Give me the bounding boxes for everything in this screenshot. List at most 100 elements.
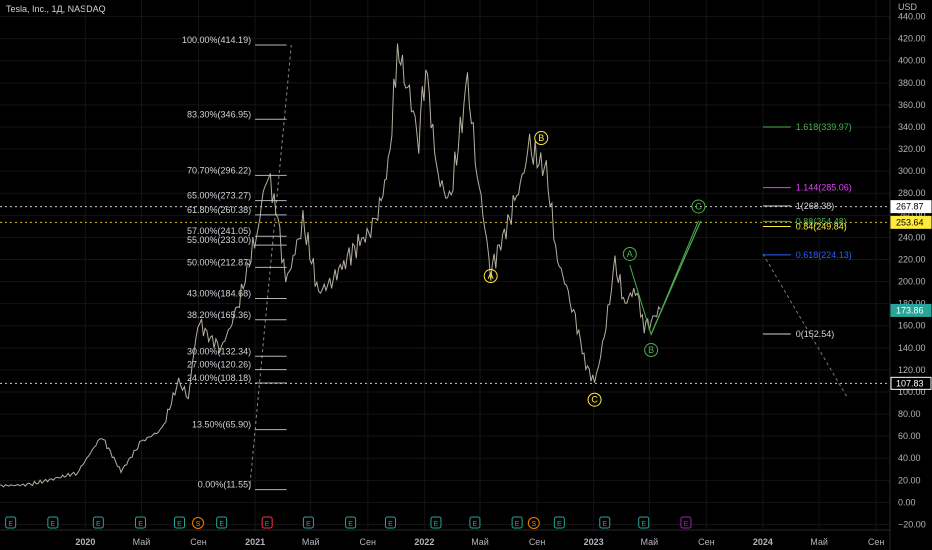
fib-level-label: 24.00%(108.18)	[187, 373, 251, 383]
wave-label-circle[interactable]	[587, 392, 602, 407]
event-marker-label: E	[177, 521, 182, 528]
split-marker[interactable]	[192, 517, 205, 529]
wave-label-circle[interactable]	[691, 199, 706, 214]
price-tag	[890, 376, 932, 390]
earnings-marker[interactable]	[92, 516, 104, 529]
y-tick-label: 20.00	[898, 475, 921, 485]
y-tick-label: 420.00	[898, 34, 926, 44]
fib-extension-label: 1.618(339.97)	[796, 122, 852, 132]
wave-label: C	[695, 201, 702, 211]
earnings-marker[interactable]	[216, 516, 228, 529]
event-marker-label: E	[473, 521, 478, 528]
y-tick-label: 360.00	[898, 100, 926, 110]
fib-level-label: 43.00%(184.68)	[187, 288, 251, 298]
fib-level-label: 100.00%(414.19)	[182, 35, 251, 45]
event-marker-label: E	[219, 521, 224, 528]
event-marker-label: E	[434, 521, 439, 528]
x-tick-label: 2021	[245, 537, 265, 547]
price-tag-label: 173.86	[896, 305, 924, 315]
fib-level-label: 27.00%(120.26)	[187, 360, 251, 370]
y-tick-label: 200.00	[898, 277, 926, 287]
x-tick-label: 2022	[414, 537, 434, 547]
fib-extension-label: 0.88(254.48)	[796, 216, 847, 226]
earnings-marker[interactable]	[173, 516, 185, 529]
earnings-marker[interactable]	[302, 516, 314, 529]
wave-label-circle[interactable]	[534, 131, 549, 146]
x-tick-label: Май	[640, 537, 658, 547]
earnings-marker[interactable]	[469, 516, 481, 529]
x-tick-label: Сен	[868, 537, 885, 547]
horizontal-lines[interactable]	[0, 206, 890, 384]
x-tick-label: Сен	[190, 537, 207, 547]
grid	[0, 0, 890, 530]
event-marker-label: E	[515, 521, 520, 528]
earnings-marker[interactable]	[47, 516, 59, 529]
fib-level-label: 61.80%(260.38)	[187, 205, 251, 215]
earnings-marker[interactable]	[511, 516, 523, 529]
y-tick-label: 240.00	[898, 232, 926, 242]
earnings-marker[interactable]	[261, 516, 273, 529]
price-series	[0, 43, 661, 488]
earnings-marker[interactable]	[345, 516, 357, 529]
fib-level-label: 13.50%(65.90)	[192, 420, 251, 430]
split-marker[interactable]	[527, 517, 540, 529]
wave-label: B	[648, 345, 654, 355]
projection[interactable]	[629, 220, 702, 337]
earnings-marker[interactable]	[430, 516, 442, 529]
fib-level-label: 65.00%(273.27)	[187, 191, 251, 201]
wave-label: A	[488, 271, 494, 281]
fib-extension-label: 1.144(285.06)	[796, 183, 852, 193]
x-axis[interactable]: 2020 Май Сен 2021 Май Сен 2022 Май Сен 2023 Май Сен…	[0, 529, 890, 547]
price-tag	[890, 303, 932, 317]
wave-label-circle[interactable]	[644, 343, 659, 358]
fib-extension-label: 0.618(224.13)	[796, 250, 852, 260]
y-tick-label: 340.00	[898, 122, 926, 132]
fib-extension-label: 1(268.38)	[796, 201, 835, 211]
earnings-marker[interactable]	[680, 516, 692, 529]
x-tick-label: 2020	[75, 537, 95, 547]
wave-label-circle[interactable]	[483, 269, 498, 284]
y-tick-label: 280.00	[898, 188, 926, 198]
event-marker-label: E	[602, 521, 607, 528]
y-tick-label: 300.00	[898, 166, 926, 176]
y-tick-label: 400.00	[898, 56, 926, 66]
event-marker-label: E	[388, 521, 393, 528]
y-tick-label: 220.00	[898, 254, 926, 264]
price-tag-label: 267.87	[896, 202, 924, 212]
y-tick-label: 80.00	[898, 409, 921, 419]
earnings-marker[interactable]	[135, 516, 147, 529]
y-tick-label: 260.00	[898, 210, 926, 220]
event-marker-label: E	[348, 521, 353, 528]
price-tag-label: 253.64	[896, 217, 924, 227]
fib-level-label: 55.00%(233.00)	[187, 235, 251, 245]
event-marker-label: S	[531, 521, 536, 528]
fib-level-label: 57.00%(241.05)	[187, 226, 251, 236]
fib-extension-label: 0.84(249.84)	[796, 222, 847, 232]
x-tick-label: Сен	[529, 537, 546, 547]
y-tick-label: 320.00	[898, 144, 926, 154]
earnings-marker[interactable]	[638, 516, 650, 529]
event-marker-label: E	[306, 521, 311, 528]
price-tag-label: 107.83	[896, 378, 924, 388]
event-marker-label: E	[641, 521, 646, 528]
earnings-marker[interactable]	[5, 516, 17, 529]
fib-extension-trend	[762, 253, 848, 398]
y-tick-label: 140.00	[898, 343, 926, 353]
wave-labels[interactable]: A B C A B C	[483, 131, 706, 407]
fib-level-label: 0.00%(11.55)	[198, 480, 251, 490]
earnings-marker[interactable]	[553, 516, 565, 529]
wave-path	[629, 220, 699, 337]
price-tags: 267.87 253.64 107.83 173.86	[890, 200, 932, 390]
earnings-marker[interactable]	[599, 516, 611, 529]
wave-label-circle[interactable]	[622, 246, 637, 261]
price-tag	[890, 215, 932, 229]
y-tick-label: 160.00	[898, 321, 926, 331]
y-axis[interactable]: USD−20.000.0020.0040.0060.0080.00100.001…	[889, 0, 926, 550]
fib-level-label: 50.00%(212.87)	[187, 257, 251, 267]
earnings-marker[interactable]	[385, 516, 397, 529]
wave-label: C	[591, 395, 598, 405]
event-marker-label: E	[51, 521, 56, 528]
fib-extension[interactable]: 1.618(339.97) 1.144(285.06) 1(268.38) 0.88(…	[762, 122, 852, 398]
